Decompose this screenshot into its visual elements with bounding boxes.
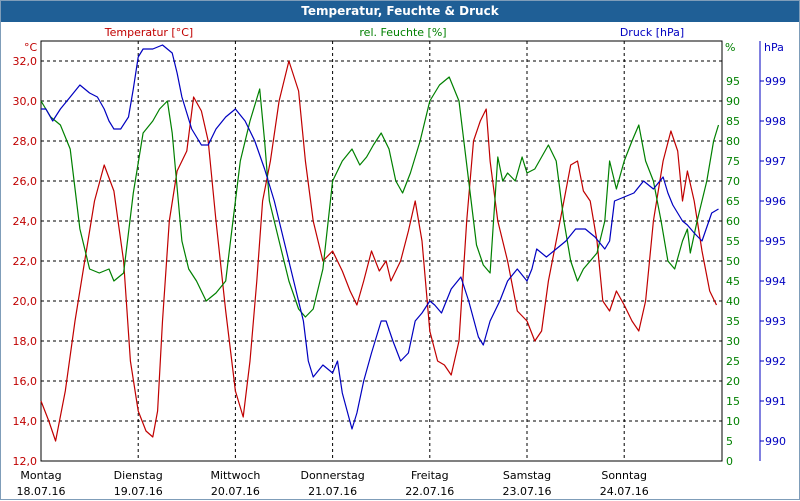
x-tick-date: 18.07.16 [17, 485, 66, 498]
window-title: Temperatur, Feuchte & Druck [1, 1, 799, 22]
humidity-tick-label: 0 [726, 455, 733, 468]
humidity-tick-label: 70 [726, 175, 740, 188]
x-tick-day: Samstag [503, 469, 551, 482]
series-line-temperature [40, 60, 718, 442]
temperature-tick-label: 14,0 [13, 415, 38, 428]
humidity-tick-label: 10 [726, 415, 740, 428]
x-tick-day: Sonntag [601, 469, 647, 482]
humidity-tick-label: 15 [726, 395, 740, 408]
temperature-axis-title: Temperatur [°C] [104, 26, 193, 39]
x-tick-date: 21.07.16 [308, 485, 357, 498]
x-tick-date: 22.07.16 [405, 485, 454, 498]
temperature-tick-label: 12,0 [13, 455, 38, 468]
pressure-tick-label: 990 [765, 435, 786, 448]
temperature-tick-label: 22,0 [13, 255, 38, 268]
temperature-tick-label: 32,0 [13, 55, 38, 68]
pressure-unit-label: hPa [764, 41, 784, 54]
temperature-tick-label: 18,0 [13, 335, 38, 348]
temperature-tick-label: 16,0 [13, 375, 38, 388]
humidity-tick-label: 90 [726, 95, 740, 108]
humidity-tick-label: 80 [726, 135, 740, 148]
x-tick-day: Donnerstag [300, 469, 364, 482]
humidity-tick-label: 45 [726, 275, 740, 288]
temperature-tick-label: 24,0 [13, 215, 38, 228]
pressure-tick-label: 995 [765, 235, 786, 248]
x-tick-day: Freitag [411, 469, 449, 482]
humidity-tick-label: 30 [726, 335, 740, 348]
humidity-tick-label: 20 [726, 375, 740, 388]
humidity-tick-label: 65 [726, 195, 740, 208]
humidity-tick-label: 60 [726, 215, 740, 228]
humidity-tick-label: 85 [726, 115, 740, 128]
x-tick-day: Dienstag [114, 469, 163, 482]
x-tick-day: Mittwoch [210, 469, 260, 482]
pressure-tick-label: 994 [765, 275, 786, 288]
series-line-pressure [41, 44, 719, 430]
x-tick-date: 23.07.16 [503, 485, 552, 498]
humidity-unit-label: % [725, 41, 735, 54]
temperature-tick-label: 30,0 [13, 95, 38, 108]
x-tick-date: 24.07.16 [600, 485, 649, 498]
pressure-axis-title: Druck [hPa] [620, 26, 684, 39]
temperature-tick-label: 26,0 [13, 175, 38, 188]
temperature-tick-label: 28,0 [13, 135, 38, 148]
humidity-tick-label: 95 [726, 75, 740, 88]
pressure-tick-label: 998 [765, 115, 786, 128]
humidity-tick-label: 35 [726, 315, 740, 328]
plot-area [40, 40, 723, 462]
series-line-humidity [40, 76, 720, 318]
humidity-tick-label: 5 [726, 435, 733, 448]
humidity-tick-label: 55 [726, 235, 740, 248]
pressure-tick-label: 993 [765, 315, 786, 328]
humidity-axis-title: rel. Feuchte [%] [359, 26, 446, 39]
temperature-tick-label: 20,0 [13, 295, 38, 308]
pressure-tick-label: 996 [765, 195, 786, 208]
pressure-tick-label: 991 [765, 395, 786, 408]
x-tick-date: 19.07.16 [114, 485, 163, 498]
humidity-tick-label: 50 [726, 255, 740, 268]
x-tick-day: Montag [20, 469, 61, 482]
humidity-tick-label: 75 [726, 155, 740, 168]
pressure-tick-label: 997 [765, 155, 786, 168]
x-tick-date: 20.07.16 [211, 485, 260, 498]
humidity-tick-label: 40 [726, 295, 740, 308]
pressure-tick-label: 999 [765, 75, 786, 88]
temperature-unit-label: °C [24, 41, 38, 54]
pressure-tick-label: 992 [765, 355, 786, 368]
humidity-tick-label: 25 [726, 355, 740, 368]
